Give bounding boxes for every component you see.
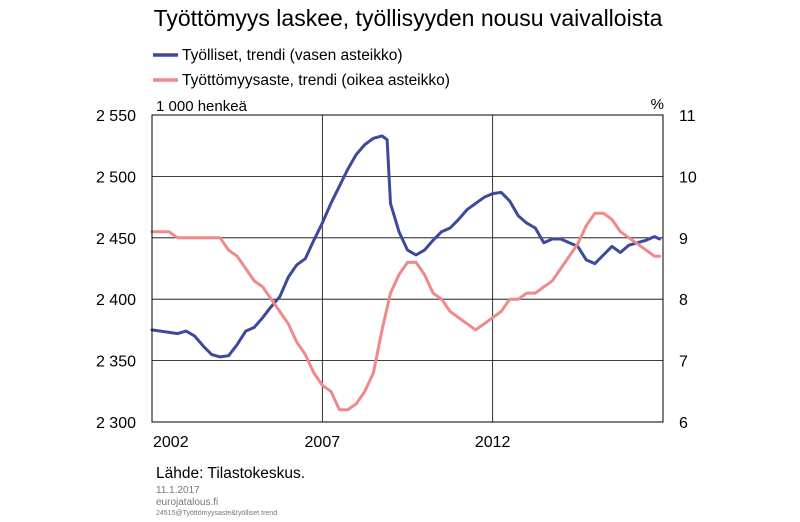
- publish-date: 11.1.2017: [156, 485, 200, 496]
- left-tick-label: 2 550: [96, 108, 136, 125]
- right-tick-label: 9: [679, 231, 688, 248]
- chart-title: Työttömyys laskee, työllisyyden nousu va…: [154, 5, 663, 31]
- left-tick-label: 2 400: [96, 292, 136, 309]
- left-tick-label: 2 300: [96, 415, 136, 432]
- left-tick-label: 2 500: [96, 169, 136, 186]
- plot-frame: [151, 114, 664, 423]
- grid: [152, 114, 663, 423]
- series-group: [150, 134, 662, 412]
- site-name: eurojatalous.fi: [156, 497, 218, 508]
- legend-label-employed: Työlliset, trendi (vasen asteikko): [182, 47, 403, 64]
- right-tick-label: 8: [679, 292, 688, 309]
- source-note: Lähde: Tilastokeskus.: [156, 465, 305, 482]
- series-line-unemployment: [150, 211, 662, 412]
- right-axis-unit: %: [651, 96, 664, 113]
- x-tick-label: 2002: [153, 434, 189, 451]
- x-tick-label: 2007: [305, 434, 341, 451]
- left-axis: 2 550 2 500 2 450 2 400 2 350 2 300: [96, 108, 136, 432]
- right-tick-label: 10: [679, 169, 697, 186]
- right-tick-label: 7: [679, 354, 688, 371]
- legend-label-unemployment: Työttömyysaste, trendi (oikea asteikko): [182, 72, 450, 89]
- x-axis: 2002 2007 2012: [153, 434, 511, 451]
- x-tick-label: 2012: [475, 434, 511, 451]
- file-reference: 24515@Työttömyysaste&työlliset trend: [156, 510, 277, 517]
- right-tick-label: 6: [679, 415, 688, 432]
- series-line-employed: [150, 134, 662, 359]
- left-axis-unit: 1 000 henkeä: [156, 98, 248, 115]
- right-tick-label: 11: [679, 108, 696, 125]
- right-axis: 11 10 9 8 7 6: [679, 108, 697, 432]
- left-tick-label: 2 350: [96, 354, 136, 371]
- left-tick-label: 2 450: [96, 231, 136, 248]
